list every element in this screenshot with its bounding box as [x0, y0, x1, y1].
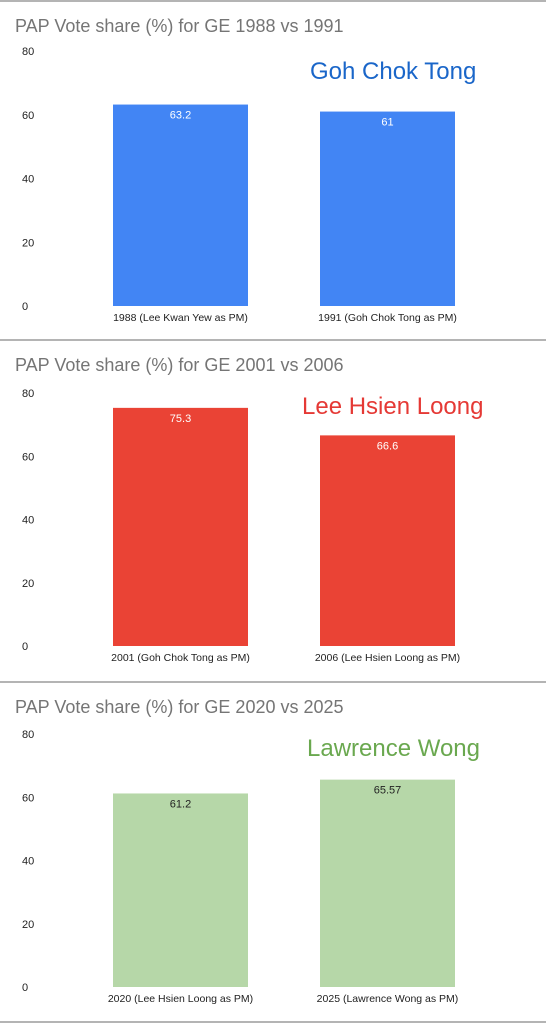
bar-value-label: 61.2: [170, 798, 191, 810]
chart-title: PAP Vote share (%) for GE 2001 vs 2006: [15, 355, 344, 375]
bar-value-label: 65.57: [374, 785, 402, 797]
x-category-label: 1988 (Lee Kwan Yew as PM): [113, 312, 248, 324]
chart-panel-2001-2006: PAP Vote share (%) for GE 2001 vs 2006 L…: [0, 341, 546, 681]
bar-chart: 0 20 40 60 80 75.3 2001 (Goh Chok Tong as PM) 6…: [22, 388, 460, 664]
chart-title: PAP Vote share (%) for GE 1988 vs 1991: [15, 16, 344, 36]
bar-chart: 0 20 40 60 80 61.2 2020 (Lee Hsien Loong as PM…: [22, 729, 459, 1005]
y-tick-label: 40: [22, 174, 34, 186]
bar: [113, 407, 248, 646]
y-tick-label: 40: [22, 515, 34, 527]
bottom-divider: [0, 1021, 546, 1023]
y-tick-label: 20: [22, 237, 34, 249]
chart-panel-1988-1991: PAP Vote share (%) for GE 1988 vs 1991 G…: [0, 2, 546, 339]
y-tick-label: 20: [22, 919, 34, 931]
y-tick-label: 0: [22, 641, 28, 653]
y-tick-label: 60: [22, 451, 34, 463]
y-tick-label: 0: [22, 982, 28, 994]
x-category-label: 2006 (Lee Hsien Loong as PM): [315, 652, 460, 664]
bar: [320, 111, 455, 306]
panel-divider: [0, 681, 546, 683]
x-category-label: 2020 (Lee Hsien Loong as PM): [108, 993, 253, 1005]
bar: [320, 779, 455, 987]
x-category-label: 2025 (Lawrence Wong as PM): [317, 993, 459, 1005]
chart-annotation: Lawrence Wong: [307, 735, 480, 762]
bar-chart: 0 20 40 60 80 63.2 1988 (Lee Kwan Yew as PM) 61…: [22, 46, 457, 324]
panel-divider: [0, 339, 546, 341]
chart-panel-2020-2025: PAP Vote share (%) for GE 2020 vs 2025 L…: [0, 683, 546, 1021]
bar-value-label: 75.3: [170, 413, 191, 425]
bar-value-label: 66.6: [377, 440, 398, 452]
bar: [320, 435, 455, 646]
x-category-label: 2001 (Goh Chok Tong as PM): [111, 652, 250, 664]
y-tick-label: 0: [22, 301, 28, 313]
bar: [113, 104, 248, 306]
y-tick-label: 80: [22, 729, 34, 741]
bar-value-label: 63.2: [170, 110, 191, 122]
chart-annotation: Goh Chok Tong: [310, 58, 477, 85]
y-tick-label: 40: [22, 856, 34, 868]
bar: [113, 793, 248, 987]
chart-title: PAP Vote share (%) for GE 2020 vs 2025: [15, 697, 344, 717]
x-category-label: 1991 (Goh Chok Tong as PM): [318, 312, 457, 324]
y-tick-label: 80: [22, 388, 34, 400]
y-tick-label: 80: [22, 46, 34, 58]
chart-annotation: Lee Hsien Loong: [302, 393, 484, 420]
y-tick-label: 60: [22, 792, 34, 804]
bar-value-label: 61: [381, 117, 393, 129]
y-tick-label: 20: [22, 578, 34, 590]
y-tick-label: 60: [22, 110, 34, 122]
top-divider: [0, 0, 546, 2]
